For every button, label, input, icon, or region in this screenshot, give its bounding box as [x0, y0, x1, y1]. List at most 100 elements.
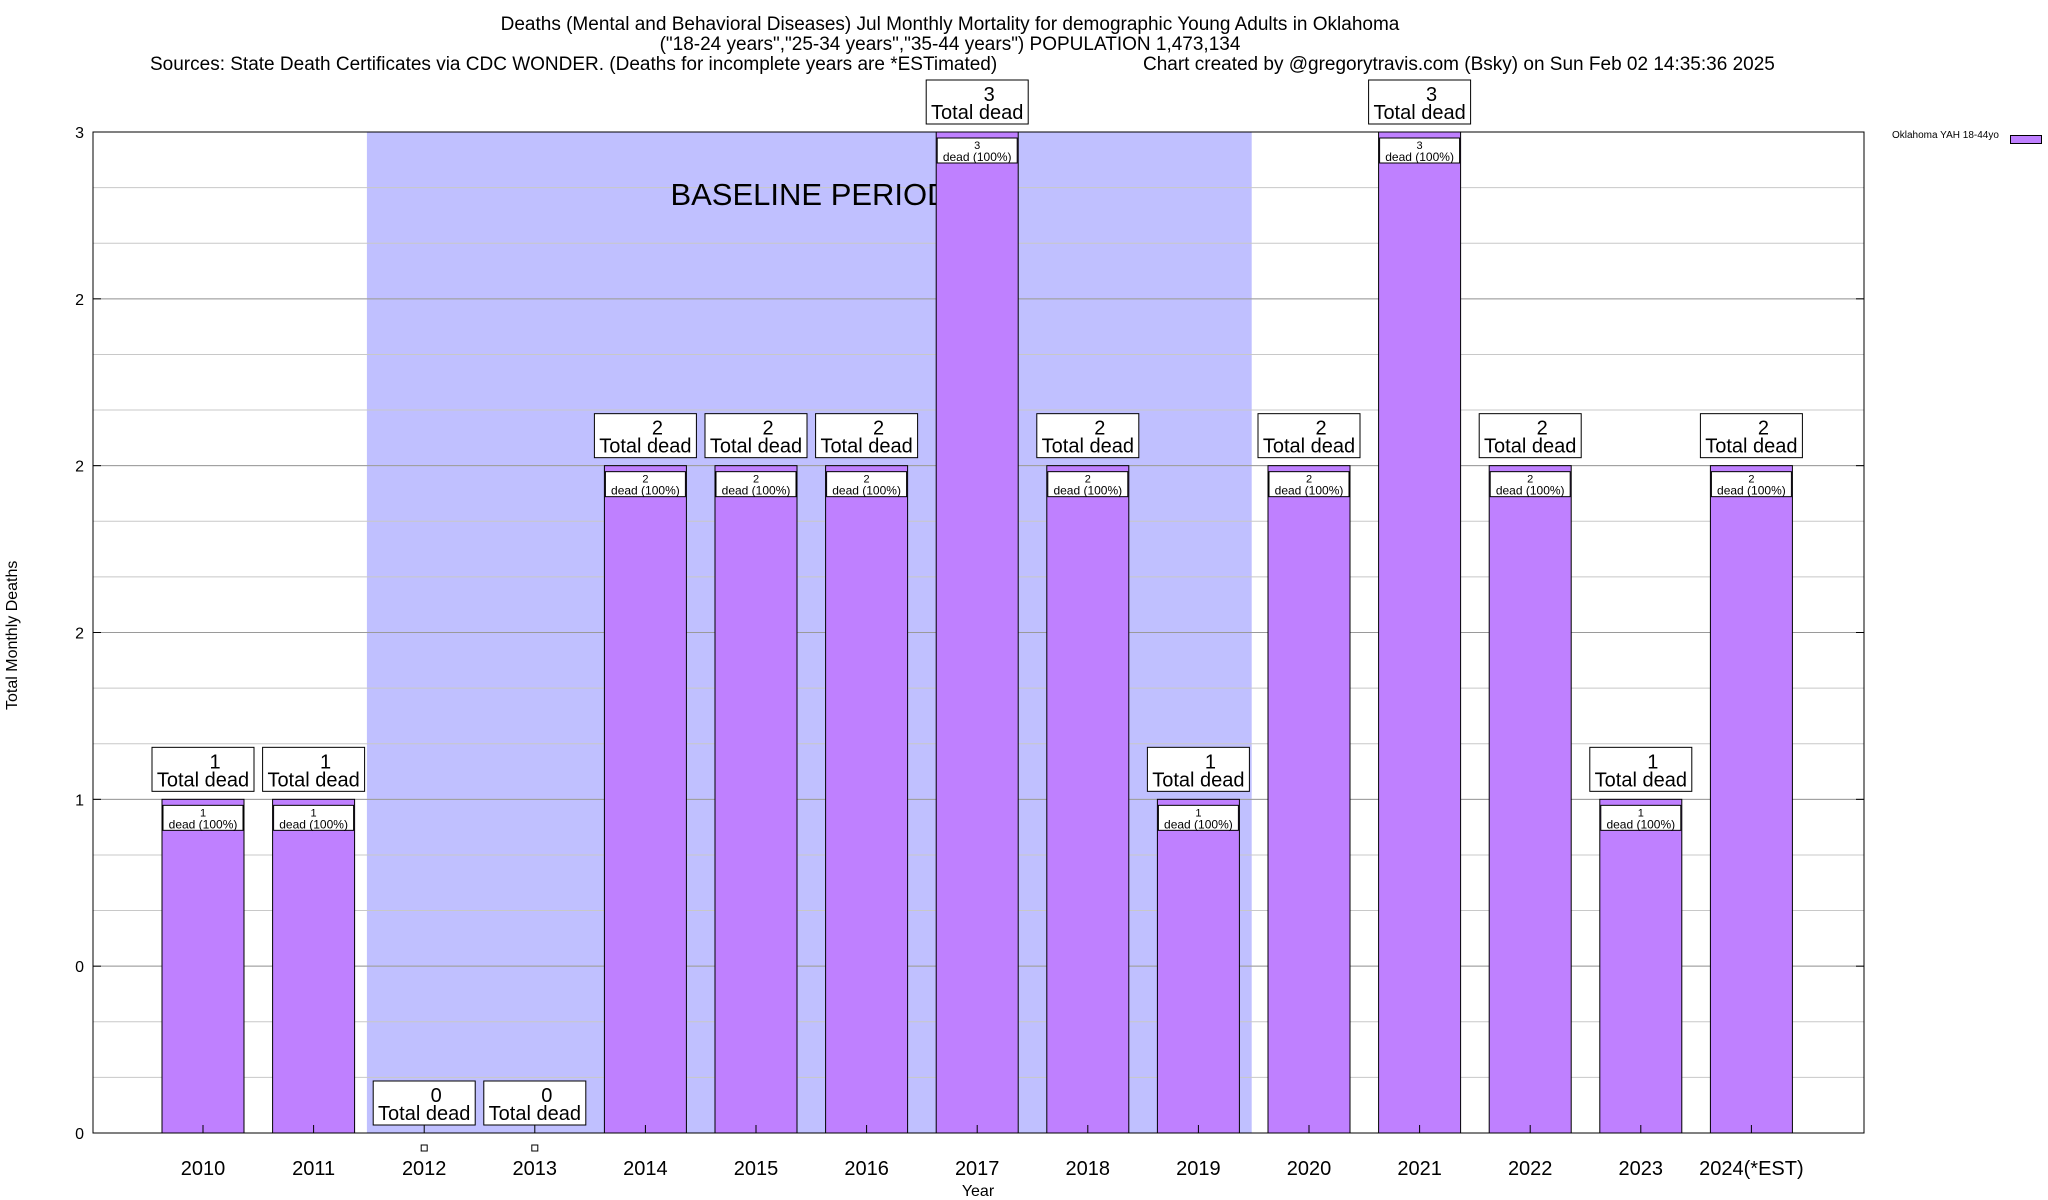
total-label: Total dead — [820, 436, 912, 458]
chart-sources: Sources: State Death Certificates via CD… — [150, 54, 998, 75]
bar-inner-label: dead (100%) — [1496, 484, 1565, 498]
zero-marker — [420, 1144, 428, 1152]
total-label: Total dead — [1152, 769, 1244, 791]
zero-marker — [531, 1144, 539, 1152]
total-label-box — [1589, 746, 1693, 792]
bar — [1156, 798, 1240, 1134]
x-tick-label: 2023 — [1619, 1158, 1664, 1180]
total-label: Total dead — [599, 436, 691, 458]
y-tick-label: 0 — [75, 959, 84, 976]
total-value: 1 — [1647, 751, 1658, 773]
bar — [825, 465, 909, 1134]
total-value: 0 — [431, 1085, 442, 1107]
bar-inner-label-box — [1047, 471, 1129, 498]
total-label-box — [151, 746, 255, 792]
total-label-box — [925, 79, 1029, 125]
chart-subtitle: ("18-24 years","25-34 years","35-44 year… — [659, 34, 1241, 55]
x-tick-label: 2017 — [955, 1158, 1000, 1180]
total-label-box — [1368, 79, 1472, 125]
bar-inner-label-box — [273, 804, 355, 831]
bar-inner-label: dead (100%) — [1385, 150, 1454, 164]
bar-inner-label: dead (100%) — [1717, 484, 1786, 498]
total-value: 2 — [652, 418, 663, 440]
bar-inner-value: 2 — [1748, 474, 1754, 486]
bar-inner-label: dead (100%) — [1275, 484, 1344, 498]
total-value: 2 — [873, 418, 884, 440]
total-value: 1 — [320, 751, 331, 773]
bar — [1046, 465, 1130, 1134]
bar-inner-label-box — [1600, 804, 1682, 831]
total-label-box — [1699, 413, 1803, 459]
baseline-label: BASELINE PERIOD — [670, 177, 949, 212]
chart-credit: Chart created by @gregorytravis.com (Bsk… — [1143, 54, 1775, 75]
y-tick-label: 2 — [75, 292, 84, 309]
total-label-box — [593, 413, 697, 459]
bar-inner-label: dead (100%) — [943, 150, 1012, 164]
y-tick-label: 2 — [75, 626, 84, 643]
total-label-box — [1257, 413, 1361, 459]
bar-inner-value: 1 — [1195, 807, 1201, 819]
total-label: Total dead — [1705, 436, 1797, 458]
total-label: Total dead — [267, 769, 359, 791]
x-tick-label: 2011 — [292, 1158, 335, 1180]
total-label-box — [262, 746, 366, 792]
bar — [1709, 465, 1793, 1134]
total-value: 2 — [1758, 418, 1769, 440]
x-tick-label: 2021 — [1397, 1158, 1442, 1180]
bar-inner-label-box — [1268, 471, 1350, 498]
bar-inner-label-box — [1489, 471, 1571, 498]
bar-inner-label: dead (100%) — [279, 817, 348, 831]
bar-inner-label: dead (100%) — [611, 484, 680, 498]
total-label: Total dead — [1484, 436, 1576, 458]
x-tick-label: 2010 — [181, 1158, 226, 1180]
bar-inner-value: 3 — [974, 140, 980, 152]
bar — [1378, 131, 1462, 1134]
bar-inner-label-box — [826, 471, 908, 498]
total-value: 1 — [209, 751, 220, 773]
y-tick-label: 1 — [75, 792, 84, 809]
legend-swatch — [2010, 135, 2042, 144]
total-value: 2 — [1315, 418, 1326, 440]
total-label: Total dead — [489, 1103, 581, 1125]
bar-inner-value: 2 — [864, 474, 870, 486]
x-tick-label: 2013 — [513, 1158, 558, 1180]
total-label-box — [483, 1080, 587, 1126]
x-tick-label: 2019 — [1176, 1158, 1221, 1180]
total-value: 2 — [1537, 418, 1548, 440]
bar-inner-label-box — [715, 471, 797, 498]
x-tick-label: 2022 — [1508, 1158, 1553, 1180]
x-axis-label: Year — [962, 1183, 995, 1200]
bar — [603, 465, 687, 1134]
x-tick-label: 2015 — [734, 1158, 779, 1180]
bar — [272, 798, 356, 1134]
total-label-box — [704, 413, 808, 459]
bar-inner-label: dead (100%) — [1606, 817, 1675, 831]
x-tick-label: 2024(*EST) — [1699, 1158, 1804, 1180]
bar-inner-label-box — [162, 804, 244, 831]
total-label: Total dead — [157, 769, 249, 791]
bar-inner-value: 1 — [311, 807, 317, 819]
bar — [1599, 798, 1683, 1134]
bar-inner-label: dead (100%) — [832, 484, 901, 498]
total-label: Total dead — [378, 1103, 470, 1125]
bar-inner-label-box — [604, 471, 686, 498]
total-value: 0 — [541, 1085, 552, 1107]
total-label: Total dead — [1042, 436, 1134, 458]
total-value: 2 — [1094, 418, 1105, 440]
legend-label: Oklahoma YAH 18-44yo — [1892, 130, 1999, 141]
y-tick-label: 0 — [75, 1126, 84, 1143]
bar-inner-value: 3 — [1417, 140, 1423, 152]
bar-inner-label: dead (100%) — [722, 484, 791, 498]
bar-inner-value: 2 — [753, 474, 759, 486]
bar-inner-value: 2 — [1085, 474, 1091, 486]
bar-inner-label-box — [936, 137, 1018, 164]
y-tick-label: 2 — [75, 459, 84, 476]
total-label: Total dead — [1373, 102, 1465, 124]
total-label-box — [815, 413, 919, 459]
x-tick-label: 2012 — [402, 1158, 447, 1180]
total-value: 2 — [762, 418, 773, 440]
total-value: 3 — [1426, 84, 1437, 106]
bar-inner-value: 1 — [200, 807, 206, 819]
bar-inner-label-box — [1379, 137, 1461, 164]
